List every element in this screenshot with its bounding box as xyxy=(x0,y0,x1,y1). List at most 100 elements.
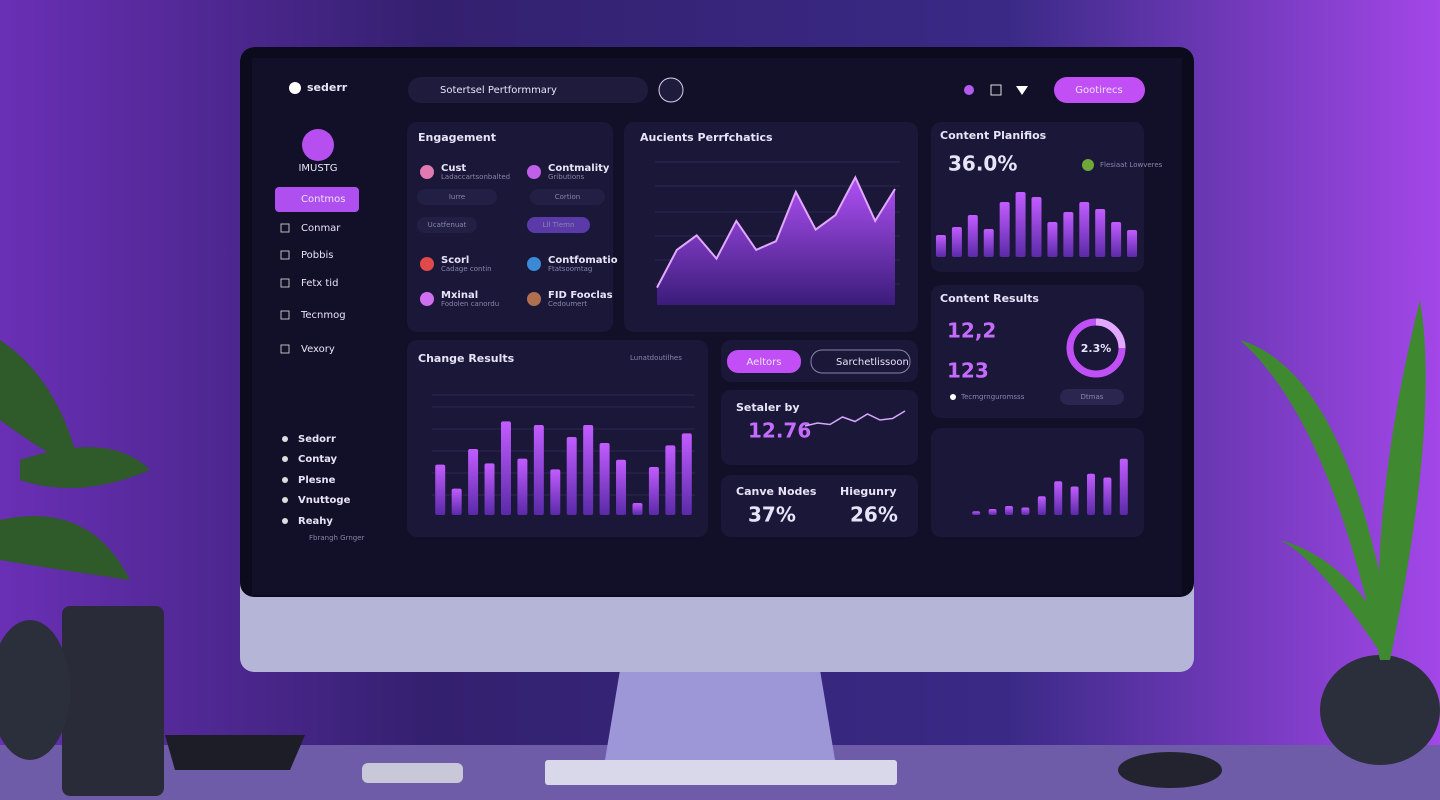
bar xyxy=(1119,458,1128,515)
icon[interactable] xyxy=(964,85,974,95)
filter: Lunatdoutilhes xyxy=(630,354,682,362)
chip-label: Dtmas xyxy=(1081,393,1104,401)
icon[interactable] xyxy=(1016,86,1028,95)
nav-item[interactable]: Tecnmog xyxy=(300,310,346,321)
item-name: Scorl xyxy=(441,255,469,266)
footer-item[interactable]: Vnuttoge xyxy=(298,495,351,506)
metric: 12,2 xyxy=(947,319,996,343)
nav-item[interactable]: Contmos xyxy=(301,194,345,205)
plant-right xyxy=(1240,300,1426,660)
chip[interactable] xyxy=(1060,389,1124,405)
tab-active[interactable] xyxy=(727,350,801,373)
card-title: Setaler by xyxy=(736,401,800,414)
card-title: Engagement xyxy=(418,131,496,144)
bar xyxy=(599,443,610,515)
nav-item[interactable]: Vexory xyxy=(301,344,335,355)
card-title: Aucients Perrfchatics xyxy=(640,131,773,144)
action-label: Gootirecs xyxy=(1075,85,1122,96)
footer-icon xyxy=(282,456,288,462)
bar xyxy=(533,425,544,515)
item-name: Cust xyxy=(441,163,466,174)
item-name: FID Fooclas xyxy=(548,290,613,301)
bar xyxy=(484,463,495,515)
nav-item[interactable]: Conmar xyxy=(301,223,341,234)
bar xyxy=(1047,222,1058,257)
bar xyxy=(616,459,627,515)
bar xyxy=(1037,496,1046,515)
footer-icon xyxy=(282,497,288,503)
chip[interactable] xyxy=(417,189,497,205)
card xyxy=(931,285,1144,418)
bar xyxy=(665,445,676,515)
chip[interactable] xyxy=(530,189,605,205)
bar xyxy=(1005,506,1013,515)
sparkline xyxy=(804,410,906,427)
tab[interactable] xyxy=(810,349,911,374)
nav-icon xyxy=(280,278,290,288)
bar xyxy=(468,449,479,515)
metric: 123 xyxy=(947,359,989,383)
item-avatar xyxy=(527,165,541,179)
bar xyxy=(983,229,994,257)
nav-item[interactable]: Fetx tid xyxy=(301,278,338,289)
footer-icon xyxy=(282,436,288,442)
logo-icon xyxy=(289,82,301,94)
search-button[interactable] xyxy=(658,77,684,103)
nav-icon xyxy=(280,250,290,260)
bar xyxy=(1127,230,1138,257)
card xyxy=(721,475,918,537)
footer-item[interactable]: Reahy xyxy=(298,516,333,527)
bar xyxy=(1111,222,1122,257)
footer-icon xyxy=(282,477,288,483)
speaker xyxy=(62,606,164,796)
bar xyxy=(435,464,446,515)
bar xyxy=(967,215,978,257)
chip-label: Ucatfenuat xyxy=(428,221,467,229)
chip-label: Cortion xyxy=(555,193,580,201)
item-sub: Ftatsoomtag xyxy=(548,265,592,273)
pot-right xyxy=(1320,655,1440,765)
bar xyxy=(1079,202,1090,257)
legend-dot xyxy=(950,394,956,400)
item-sub: Gributions xyxy=(548,173,585,181)
footer-item[interactable]: Sedorr xyxy=(298,434,336,445)
bar xyxy=(1063,212,1074,257)
brand: sederr xyxy=(307,81,348,94)
plant-left xyxy=(0,340,150,580)
icon[interactable] xyxy=(990,84,1002,96)
item-name: Contmality xyxy=(548,163,610,174)
bar xyxy=(566,437,577,515)
chip[interactable] xyxy=(417,217,477,233)
card-title: Hiegunry xyxy=(840,485,897,498)
tab-label: Sarchetlissoon xyxy=(836,357,909,368)
item-avatar xyxy=(420,292,434,306)
item-avatar xyxy=(420,257,434,271)
item-name: Mxinal xyxy=(441,290,478,301)
legend: Tecmgrnguromsss xyxy=(960,393,1025,401)
legend: Flesiaat Lowveres xyxy=(1100,161,1163,169)
legend-icon xyxy=(1082,159,1094,171)
bar xyxy=(632,503,643,515)
action-button[interactable] xyxy=(1054,77,1145,103)
nav-active[interactable] xyxy=(275,187,359,212)
pot-left xyxy=(0,620,70,760)
nav-icon xyxy=(280,344,290,354)
search-box[interactable] xyxy=(408,77,648,103)
nav-icon xyxy=(280,310,290,320)
chip[interactable] xyxy=(527,217,590,233)
bar xyxy=(451,488,462,515)
item-sub: Cadage contin xyxy=(441,265,492,273)
bar xyxy=(999,202,1010,257)
nav-item[interactable]: Pobbis xyxy=(301,250,333,261)
item-avatar xyxy=(420,165,434,179)
bar xyxy=(1103,477,1112,515)
bar xyxy=(972,511,981,515)
bar xyxy=(1087,473,1095,515)
footer-item[interactable]: Plesne xyxy=(298,475,336,486)
footer-item[interactable]: Contay xyxy=(298,454,338,465)
bar xyxy=(648,467,659,515)
bar xyxy=(583,425,594,515)
bar xyxy=(951,227,962,257)
